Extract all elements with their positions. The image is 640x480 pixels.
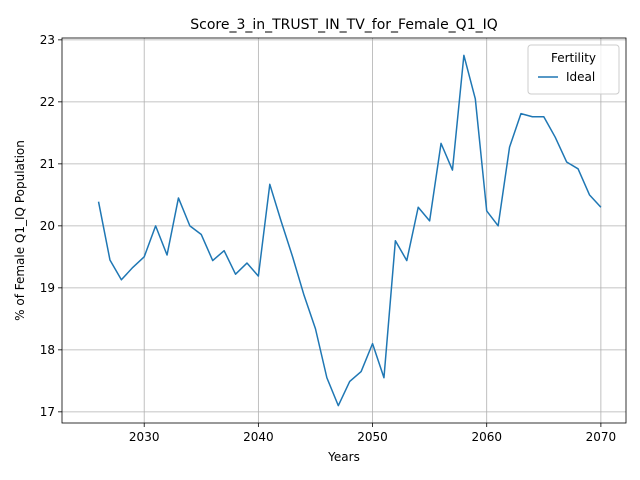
y-tick-label: 19: [40, 281, 55, 295]
x-tick-label: 2070: [586, 430, 617, 444]
y-axis-title: % of Female Q1_IQ Population: [13, 140, 27, 321]
x-axis-ticks: 2030 2040 2050 2060 2070: [129, 423, 616, 444]
legend: Fertility Ideal: [527, 44, 620, 95]
y-tick-label: 21: [40, 157, 55, 171]
y-tick-label: 20: [40, 219, 55, 233]
legend-title: Fertility: [551, 51, 596, 65]
legend-entries: Ideal: [538, 70, 595, 84]
x-axis-title: Years: [327, 450, 360, 464]
plot-area-frame: [61, 37, 627, 424]
y-tick-label: 17: [40, 405, 55, 419]
x-tick-label: 2060: [471, 430, 502, 444]
x-tick-label: 2050: [357, 430, 388, 444]
y-tick-label: 18: [40, 343, 55, 357]
series-line-ideal: [97, 54, 602, 407]
y-tick-label: 23: [40, 33, 55, 47]
legend-box: [527, 44, 620, 95]
y-axis-ticks: 17 18 19 20 21 22 23: [40, 33, 62, 419]
x-tick-label: 2040: [243, 430, 274, 444]
chart-title: Score_3_in_TRUST_IN_TV_for_Female_Q1_IQ: [190, 17, 498, 33]
legend-label: Ideal: [566, 70, 595, 84]
series-layer: [97, 54, 602, 407]
x-tick-label: 2030: [129, 430, 160, 444]
y-tick-label: 22: [40, 95, 55, 109]
